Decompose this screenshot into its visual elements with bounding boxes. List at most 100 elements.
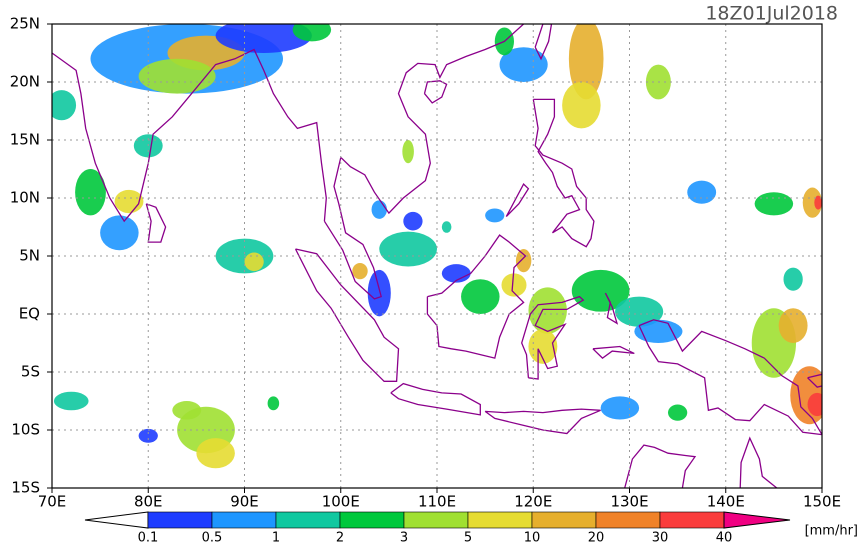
lat-label: 10S bbox=[11, 421, 40, 439]
colorbar-box bbox=[403, 511, 469, 529]
colorbar-label: 0.5 bbox=[202, 531, 223, 544]
coastline bbox=[592, 345, 635, 359]
precip-area bbox=[515, 249, 532, 273]
precip-area bbox=[814, 195, 822, 210]
precip-area bbox=[402, 140, 414, 164]
colorbar-label: 5 bbox=[464, 531, 472, 544]
precip-area bbox=[75, 169, 106, 216]
colorbar-label: 40 bbox=[716, 531, 733, 544]
coastline bbox=[390, 382, 481, 416]
coastline bbox=[521, 295, 585, 380]
colorbar-box bbox=[531, 511, 597, 529]
precip-area bbox=[379, 231, 437, 267]
coastline bbox=[807, 373, 822, 388]
colorbar-box bbox=[147, 511, 213, 529]
lon-label: 70E bbox=[38, 493, 67, 511]
lat-label: 5S bbox=[21, 363, 40, 381]
precip-area bbox=[352, 262, 368, 280]
precip-area bbox=[615, 296, 664, 327]
precip-area bbox=[568, 24, 604, 100]
precip-area bbox=[807, 392, 822, 417]
colorbar-high-triangle bbox=[723, 511, 791, 529]
coastline bbox=[323, 24, 525, 300]
colorbar-box bbox=[339, 511, 405, 529]
lon-label: 120E bbox=[514, 493, 552, 511]
precip-area bbox=[461, 279, 500, 314]
lat-label: 15N bbox=[10, 131, 40, 149]
map-title: 18Z01Jul2018 bbox=[705, 3, 838, 25]
precip-area bbox=[783, 267, 803, 291]
lon-label: 140E bbox=[707, 493, 745, 511]
colorbar-label: 0.1 bbox=[138, 531, 159, 544]
coastline bbox=[534, 24, 553, 61]
precip-area bbox=[53, 391, 89, 411]
precip-area bbox=[196, 438, 235, 469]
precip-area bbox=[668, 404, 688, 421]
precip-area bbox=[687, 180, 717, 204]
colorbar-unit: [mm/hr] bbox=[805, 524, 858, 539]
precip-area bbox=[802, 187, 822, 218]
precip-area bbox=[367, 269, 391, 317]
map-frame bbox=[51, 23, 823, 489]
precip-areas bbox=[52, 24, 822, 469]
coastline bbox=[294, 248, 400, 382]
precip-area bbox=[562, 82, 601, 129]
precip-area bbox=[754, 192, 794, 216]
lon-label: 80E bbox=[134, 493, 163, 511]
lat-label: 15S bbox=[11, 479, 40, 497]
coastline bbox=[604, 292, 619, 325]
precip-area bbox=[371, 200, 387, 219]
colorbar-box bbox=[659, 511, 725, 529]
coastline bbox=[624, 444, 697, 488]
precip-area bbox=[485, 208, 505, 223]
coastline bbox=[532, 98, 595, 248]
lon-label: 100E bbox=[322, 493, 360, 511]
coastline bbox=[505, 183, 530, 218]
precip-area bbox=[634, 319, 683, 343]
precip-area bbox=[403, 211, 423, 231]
colorbar-label: 30 bbox=[652, 531, 669, 544]
precip-area bbox=[292, 24, 332, 42]
precip-area bbox=[499, 47, 548, 82]
precip-area bbox=[100, 215, 139, 251]
precip-area bbox=[778, 308, 808, 343]
lon-label: 130E bbox=[610, 493, 648, 511]
precip-area bbox=[244, 252, 264, 272]
precip-area bbox=[528, 329, 558, 364]
coastlines bbox=[52, 24, 822, 488]
precip-area bbox=[600, 396, 640, 420]
precip-area bbox=[441, 221, 452, 233]
lat-label: 25N bbox=[10, 15, 40, 33]
precip-area bbox=[441, 264, 471, 283]
precip-area bbox=[52, 90, 77, 121]
coastline bbox=[52, 48, 327, 223]
lon-label: 90E bbox=[230, 493, 259, 511]
colorbar-low-triangle bbox=[84, 511, 149, 529]
lon-label: 110E bbox=[418, 493, 456, 511]
coastline bbox=[484, 408, 601, 435]
lon-label: 150E bbox=[803, 493, 841, 511]
colorbar-box bbox=[467, 511, 533, 529]
colorbar-label: 3 bbox=[400, 531, 408, 544]
lat-label: 20N bbox=[10, 73, 40, 91]
precip-area bbox=[215, 24, 312, 53]
precip-area bbox=[528, 287, 567, 334]
lat-label: EQ bbox=[19, 305, 40, 323]
colorbar-label: 10 bbox=[524, 531, 541, 544]
precip-area bbox=[501, 273, 527, 297]
colorbar: 0.1 0.5 1 2 3 5 10 20 30 40 bbox=[84, 511, 791, 544]
precip-area bbox=[571, 269, 630, 312]
colorbar-box bbox=[595, 511, 661, 529]
colorbar-label: 2 bbox=[336, 531, 344, 544]
coastline bbox=[423, 80, 448, 104]
colorbar-box bbox=[211, 511, 277, 529]
precip-area bbox=[138, 58, 216, 94]
colorbar-label: 1 bbox=[272, 531, 280, 544]
coastline bbox=[426, 234, 527, 359]
colorbar-box bbox=[275, 511, 341, 529]
precip-area bbox=[172, 401, 202, 420]
coastline bbox=[145, 203, 167, 243]
coastline bbox=[638, 319, 822, 436]
